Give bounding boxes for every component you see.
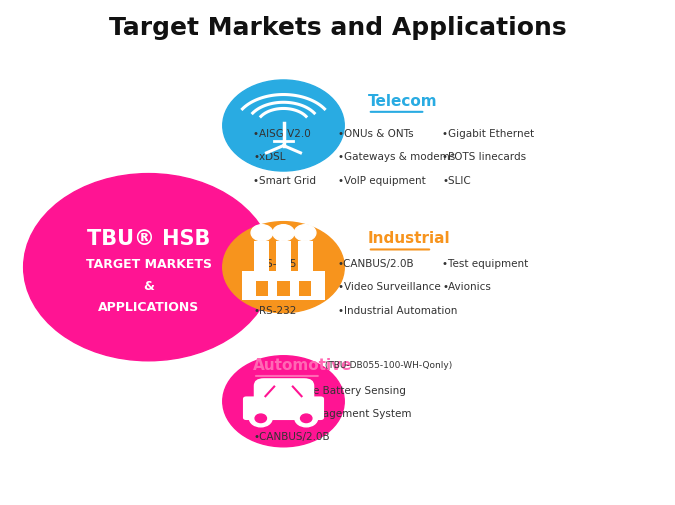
Text: •Gigabit Ethernet: •Gigabit Ethernet — [442, 129, 534, 139]
Text: •Battery Management System: •Battery Management System — [253, 408, 412, 418]
Text: •Video Surveillance: •Video Surveillance — [338, 282, 440, 292]
Text: •AISG V2.0: •AISG V2.0 — [253, 129, 311, 139]
Circle shape — [251, 225, 273, 241]
Circle shape — [223, 222, 344, 313]
Text: •VoIP equipment: •VoIP equipment — [338, 175, 425, 185]
Text: Automotive: Automotive — [253, 357, 352, 372]
Circle shape — [223, 356, 344, 447]
Circle shape — [295, 410, 317, 427]
FancyBboxPatch shape — [298, 241, 313, 273]
Text: •RS-485: •RS-485 — [253, 259, 296, 269]
Text: •Gateways & modems: •Gateways & modems — [338, 152, 455, 162]
Text: •CANBUS/2.0B: •CANBUS/2.0B — [253, 431, 330, 441]
Text: APPLICATIONS: APPLICATIONS — [98, 300, 199, 314]
Text: •POTS linecards: •POTS linecards — [442, 152, 526, 162]
Text: •xDSL: •xDSL — [253, 152, 286, 162]
FancyBboxPatch shape — [256, 282, 268, 296]
Text: •RS-422: •RS-422 — [253, 282, 296, 292]
Circle shape — [273, 225, 294, 241]
Text: •Avionics: •Avionics — [442, 282, 491, 292]
Text: (TBU-DB055-100-WH-Qonly): (TBU-DB055-100-WH-Qonly) — [322, 360, 452, 369]
Circle shape — [250, 410, 272, 427]
Text: Telecom: Telecom — [368, 93, 437, 109]
Text: •RS-232: •RS-232 — [253, 305, 296, 315]
Text: •ONUs & ONTs: •ONUs & ONTs — [338, 129, 413, 139]
Text: &: & — [143, 279, 154, 292]
FancyBboxPatch shape — [299, 282, 311, 296]
Text: •SLIC: •SLIC — [442, 175, 471, 185]
FancyBboxPatch shape — [243, 396, 324, 420]
FancyBboxPatch shape — [254, 241, 269, 273]
Text: Industrial: Industrial — [368, 231, 450, 246]
Text: TARGET MARKETS: TARGET MARKETS — [86, 257, 211, 270]
Text: •Smart Grid: •Smart Grid — [253, 175, 316, 185]
Text: •Test equipment: •Test equipment — [442, 259, 529, 269]
FancyBboxPatch shape — [277, 282, 290, 296]
FancyBboxPatch shape — [254, 378, 315, 408]
Text: •Automotive Battery Sensing: •Automotive Battery Sensing — [253, 385, 406, 395]
Text: •Industrial Automation: •Industrial Automation — [338, 305, 457, 315]
Circle shape — [24, 174, 273, 361]
Circle shape — [255, 414, 267, 423]
FancyBboxPatch shape — [242, 271, 325, 300]
Circle shape — [300, 414, 312, 423]
Text: TBU® HSB: TBU® HSB — [87, 228, 210, 248]
Text: Target Markets and Applications: Target Markets and Applications — [109, 16, 566, 40]
Text: •CANBUS/2.0B: •CANBUS/2.0B — [338, 259, 414, 269]
Circle shape — [223, 81, 344, 172]
FancyBboxPatch shape — [276, 241, 291, 273]
Circle shape — [294, 225, 316, 241]
